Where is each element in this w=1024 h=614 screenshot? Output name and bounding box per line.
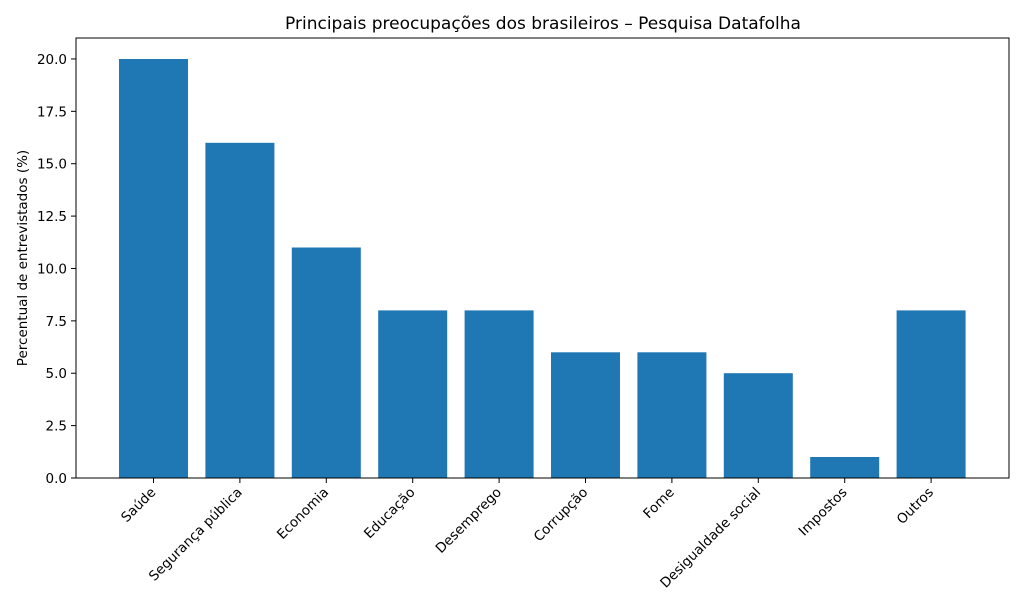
x-tick-label: Impostos <box>796 485 851 540</box>
bar-1 <box>205 142 275 479</box>
y-tick-label: 7.5 <box>46 314 67 330</box>
y-tick-label: 17.5 <box>37 104 67 120</box>
bars-group <box>119 59 966 479</box>
bar-0 <box>119 59 188 478</box>
y-tick-label: 5.0 <box>46 366 67 382</box>
x-tick-label: Outros <box>894 485 937 528</box>
bar-5 <box>551 352 620 478</box>
x-tick-label: Desemprego <box>433 485 505 557</box>
y-tick-label: 20.0 <box>37 52 67 68</box>
plot-frame <box>75 37 1010 479</box>
bar-9 <box>896 310 966 478</box>
y-tick-label: 0.0 <box>46 471 67 487</box>
y-axis: 0.0 2.5 5.0 7.5 10.0 12.5 15.0 17.5 20.0 <box>37 52 76 487</box>
bar-2 <box>291 247 361 478</box>
bar-7 <box>723 373 793 478</box>
x-tick-label: Corrupção <box>531 485 592 546</box>
bar-3 <box>378 310 448 478</box>
x-tick-label: Fome <box>640 485 677 522</box>
chart-title: Principais preocupações dos brasileiros … <box>285 14 801 34</box>
x-tick-label: Economia <box>274 485 332 543</box>
bar-8 <box>810 457 880 478</box>
bar-6 <box>637 352 707 478</box>
y-tick-label: 12.5 <box>37 209 67 225</box>
y-tick-label: 2.5 <box>46 419 67 435</box>
x-tick-label: Desigualdade social <box>657 485 764 592</box>
y-tick-label: 15.0 <box>37 157 67 173</box>
y-axis-label: Percentual de entrevistados (%) <box>15 150 31 366</box>
x-tick-label: Educação <box>361 485 418 542</box>
x-tick-label: Saúde <box>118 485 159 526</box>
y-tick-label: 10.0 <box>37 261 67 277</box>
bar-4 <box>464 310 534 478</box>
x-tick-label: Segurança pública <box>146 485 246 585</box>
